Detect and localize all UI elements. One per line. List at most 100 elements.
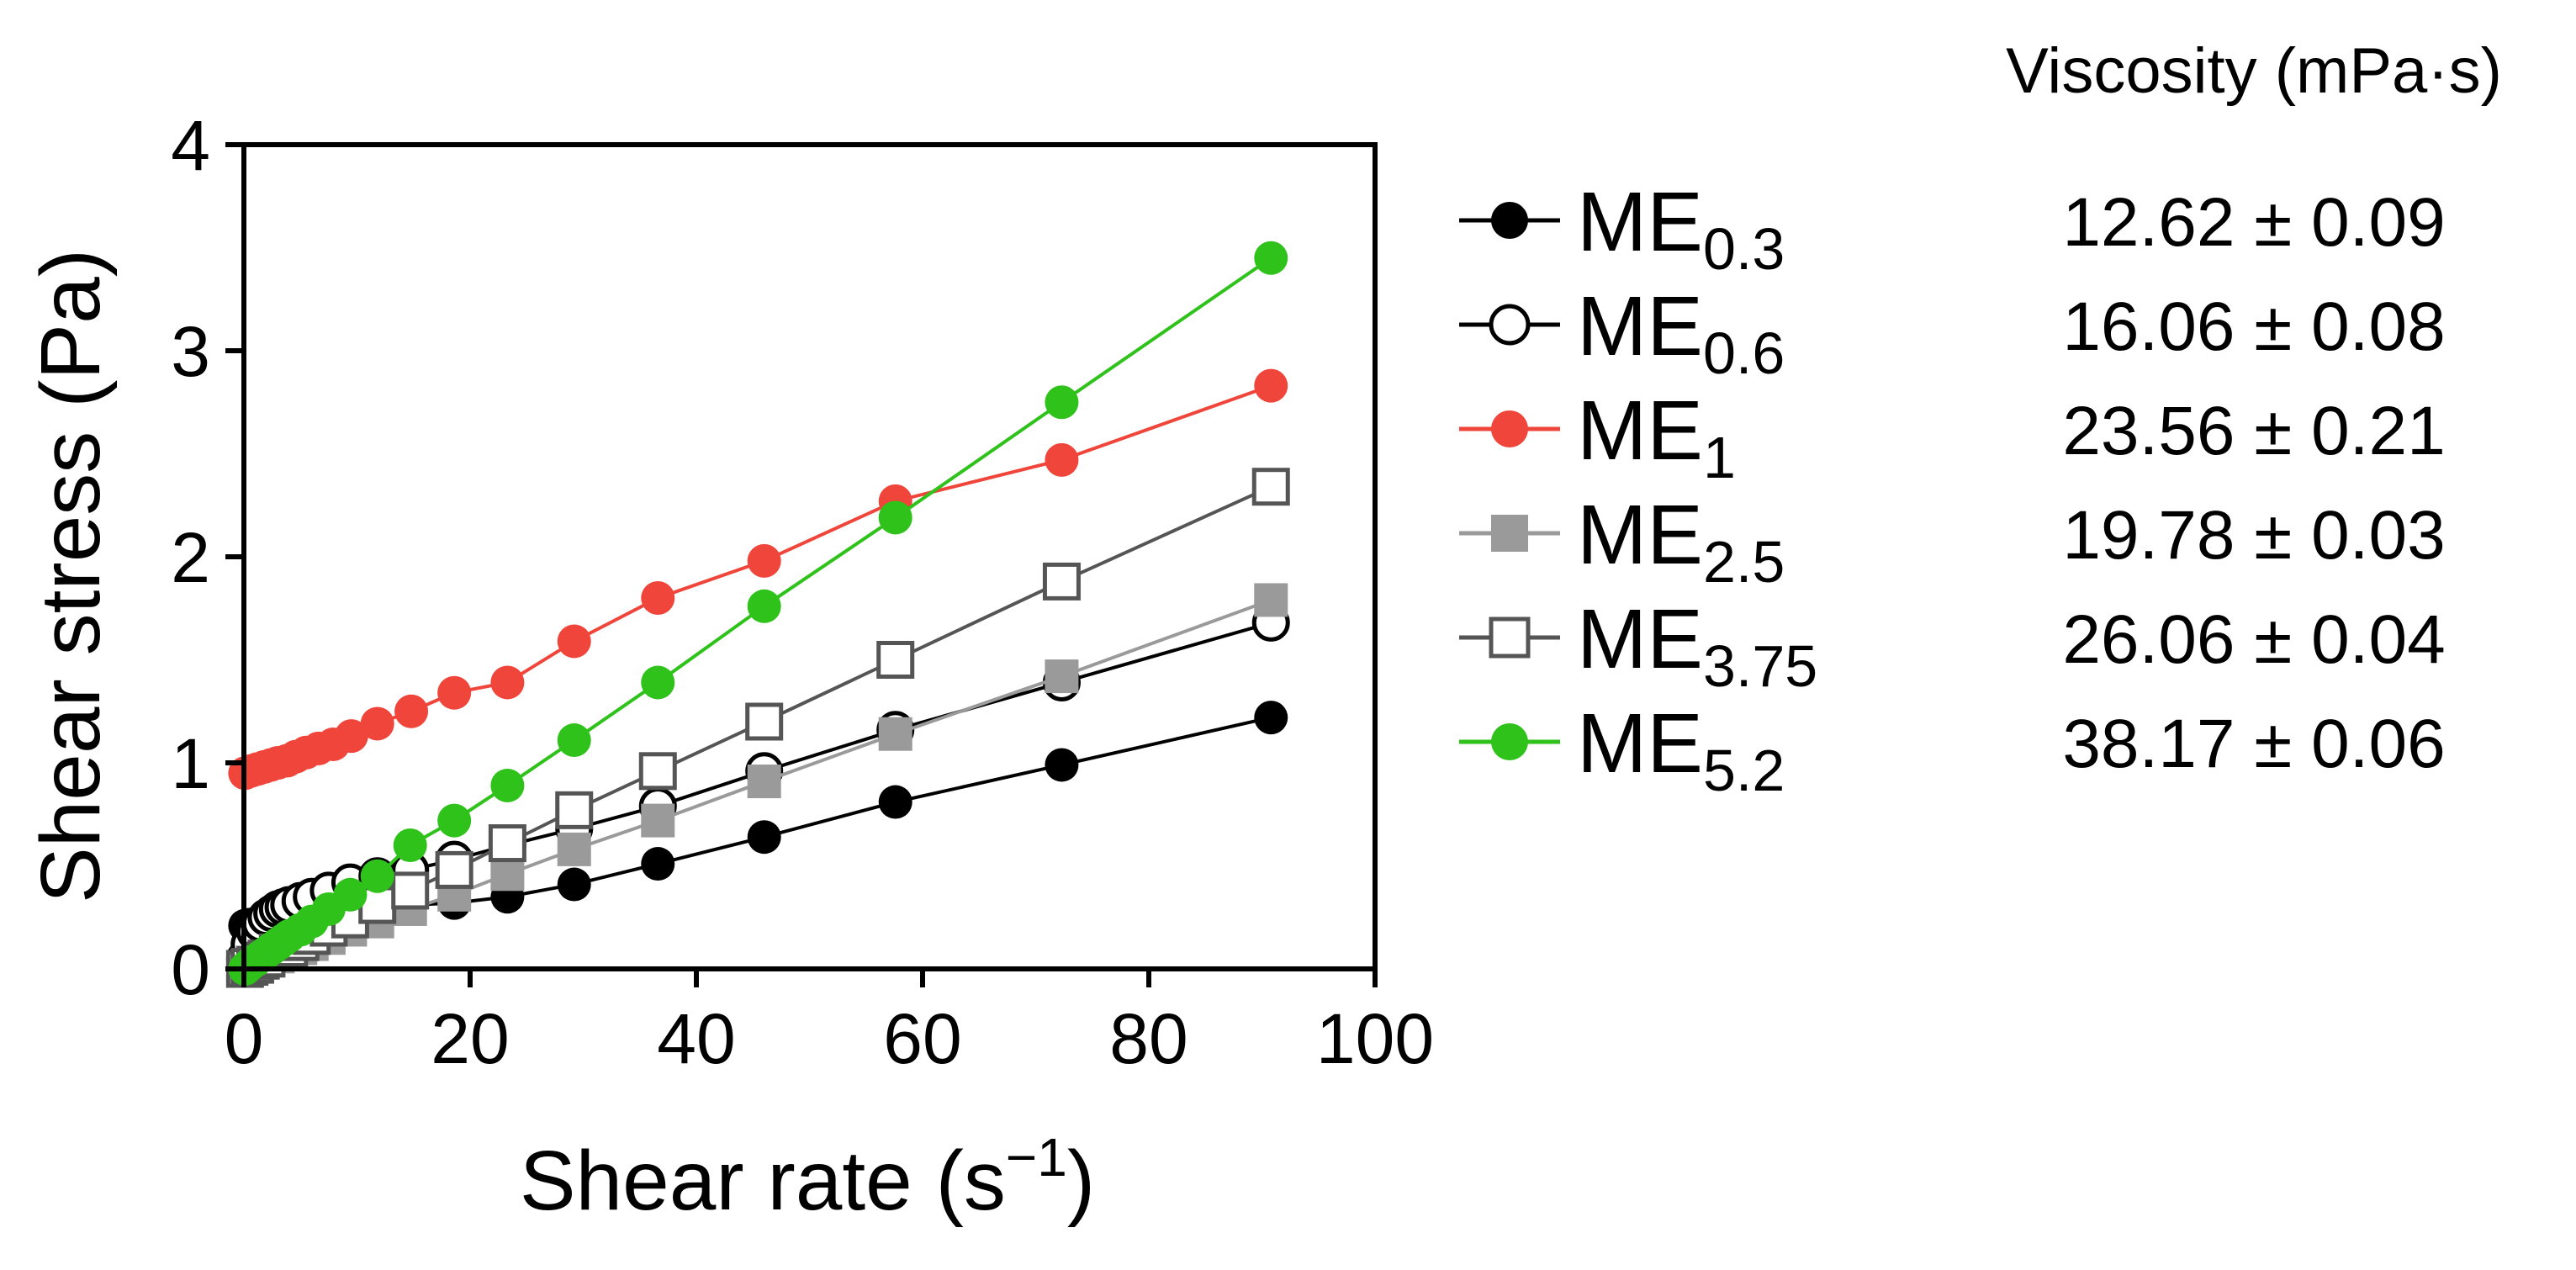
data-point bbox=[435, 850, 473, 889]
legend-entry: ME1 23.56 ± 0.21 bbox=[1459, 384, 2446, 490]
x-tick-label: 40 bbox=[657, 999, 735, 1078]
y-tick-label: 4 bbox=[171, 106, 210, 185]
data-point bbox=[557, 832, 591, 866]
x-axis-title-superscript: −1 bbox=[1006, 1127, 1067, 1188]
data-point bbox=[360, 859, 394, 893]
legend-label: ME5.2 bbox=[1577, 696, 1785, 803]
legend-entry: ME0.6 16.06 ± 0.08 bbox=[1459, 279, 2446, 386]
data-point bbox=[391, 871, 430, 910]
legend-label-subscript: 0.6 bbox=[1703, 320, 1785, 386]
legend-label-subscript: 0.3 bbox=[1703, 216, 1785, 282]
data-point bbox=[1045, 659, 1079, 694]
data-point bbox=[641, 803, 675, 838]
legend-marker bbox=[1489, 304, 1531, 346]
legend-entry: ME2.5 19.78 ± 0.03 bbox=[1459, 488, 2446, 595]
axes: 0 20 40 60 80 100 0 1 2 3 4 bbox=[171, 106, 1434, 1078]
legend-label-main: ME bbox=[1577, 384, 1703, 478]
data-point bbox=[1254, 241, 1288, 275]
data-point bbox=[1254, 368, 1288, 403]
data-point bbox=[747, 589, 781, 623]
legend-marker bbox=[1491, 410, 1528, 447]
y-tick-label: 2 bbox=[171, 518, 210, 597]
data-point bbox=[747, 543, 781, 578]
data-point bbox=[490, 665, 525, 700]
data-point bbox=[557, 867, 591, 902]
plot-area bbox=[225, 241, 1290, 988]
data-point bbox=[490, 768, 525, 802]
data-point bbox=[437, 803, 472, 838]
x-tick-label: 80 bbox=[1109, 999, 1187, 1078]
legend-label-subscript: 2.5 bbox=[1703, 529, 1785, 595]
data-point bbox=[745, 702, 784, 741]
legend-label-main: ME bbox=[1577, 279, 1703, 373]
x-tick-label: 20 bbox=[431, 999, 509, 1078]
data-point bbox=[747, 820, 781, 855]
data-point bbox=[876, 641, 915, 679]
legend-label: ME0.6 bbox=[1577, 279, 1785, 386]
data-point bbox=[747, 765, 781, 799]
data-point bbox=[1045, 385, 1079, 420]
viscosity-value: 38.17 ± 0.06 bbox=[2062, 706, 2445, 782]
y-tick-label: 1 bbox=[171, 724, 210, 803]
legend-marker bbox=[1491, 202, 1528, 239]
data-point bbox=[557, 723, 591, 758]
data-point bbox=[490, 857, 525, 892]
data-point bbox=[878, 785, 912, 819]
data-point bbox=[334, 719, 368, 754]
series-me-2-5 bbox=[228, 583, 1288, 986]
data-point bbox=[360, 706, 394, 741]
legend-label-main: ME bbox=[1577, 175, 1703, 269]
data-point bbox=[878, 717, 912, 751]
legend-marker bbox=[1489, 616, 1531, 659]
data-point bbox=[641, 581, 675, 615]
legend-label-subscript: 1 bbox=[1703, 425, 1736, 490]
data-point bbox=[1254, 583, 1288, 617]
x-axis-title: Shear rate (s−1) bbox=[520, 1127, 1095, 1228]
data-point bbox=[1254, 701, 1288, 735]
data-point bbox=[878, 500, 912, 535]
y-axis-title: Shear stress (Pa) bbox=[24, 249, 118, 903]
viscosity-value: 16.06 ± 0.08 bbox=[2062, 288, 2445, 365]
data-point bbox=[1251, 468, 1290, 506]
legend-entry: ME0.3 12.62 ± 0.09 bbox=[1459, 175, 2446, 282]
legend-entry: ME5.2 38.17 ± 0.06 bbox=[1459, 696, 2446, 803]
series-me-5-2 bbox=[228, 241, 1288, 986]
data-point bbox=[555, 791, 594, 829]
x-axis-title-main: Shear rate (s bbox=[520, 1134, 1006, 1228]
data-point bbox=[1042, 562, 1081, 601]
x-axis-title-close: ) bbox=[1067, 1134, 1095, 1228]
viscosity-value: 19.78 ± 0.03 bbox=[2062, 497, 2445, 574]
data-point bbox=[393, 828, 427, 862]
viscosity-column-header: Viscosity (mPa·s) bbox=[2006, 35, 2502, 107]
data-point bbox=[333, 877, 368, 912]
legend-label-main: ME bbox=[1577, 488, 1703, 582]
legend-marker bbox=[1491, 515, 1528, 552]
data-point bbox=[437, 675, 472, 710]
x-tick-label: 60 bbox=[883, 999, 961, 1078]
y-tick-label: 0 bbox=[171, 930, 210, 1009]
data-point bbox=[557, 624, 591, 659]
legend-label-main: ME bbox=[1577, 696, 1703, 791]
data-point bbox=[1045, 748, 1079, 782]
x-tick-label: 0 bbox=[225, 999, 264, 1078]
viscosity-value: 23.56 ± 0.21 bbox=[2062, 393, 2445, 469]
data-point bbox=[641, 847, 675, 881]
data-point bbox=[394, 694, 429, 728]
legend-label-subscript: 3.75 bbox=[1703, 633, 1817, 699]
legend-label: ME0.3 bbox=[1577, 175, 1785, 282]
legend-label: ME1 bbox=[1577, 384, 1736, 490]
legend-label: ME3.75 bbox=[1577, 592, 1817, 699]
legend-entry: ME3.75 26.06 ± 0.04 bbox=[1459, 592, 2446, 699]
data-point bbox=[1045, 442, 1079, 477]
viscosity-value: 12.62 ± 0.09 bbox=[2062, 184, 2445, 261]
data-point bbox=[641, 665, 675, 700]
y-tick-label: 3 bbox=[171, 312, 210, 391]
legend-label-main: ME bbox=[1577, 592, 1703, 686]
viscosity-value: 26.06 ± 0.04 bbox=[2062, 601, 2445, 678]
data-point bbox=[638, 752, 677, 791]
legend-marker bbox=[1491, 723, 1528, 760]
x-tick-label: 100 bbox=[1316, 999, 1434, 1078]
data-point bbox=[488, 824, 526, 863]
